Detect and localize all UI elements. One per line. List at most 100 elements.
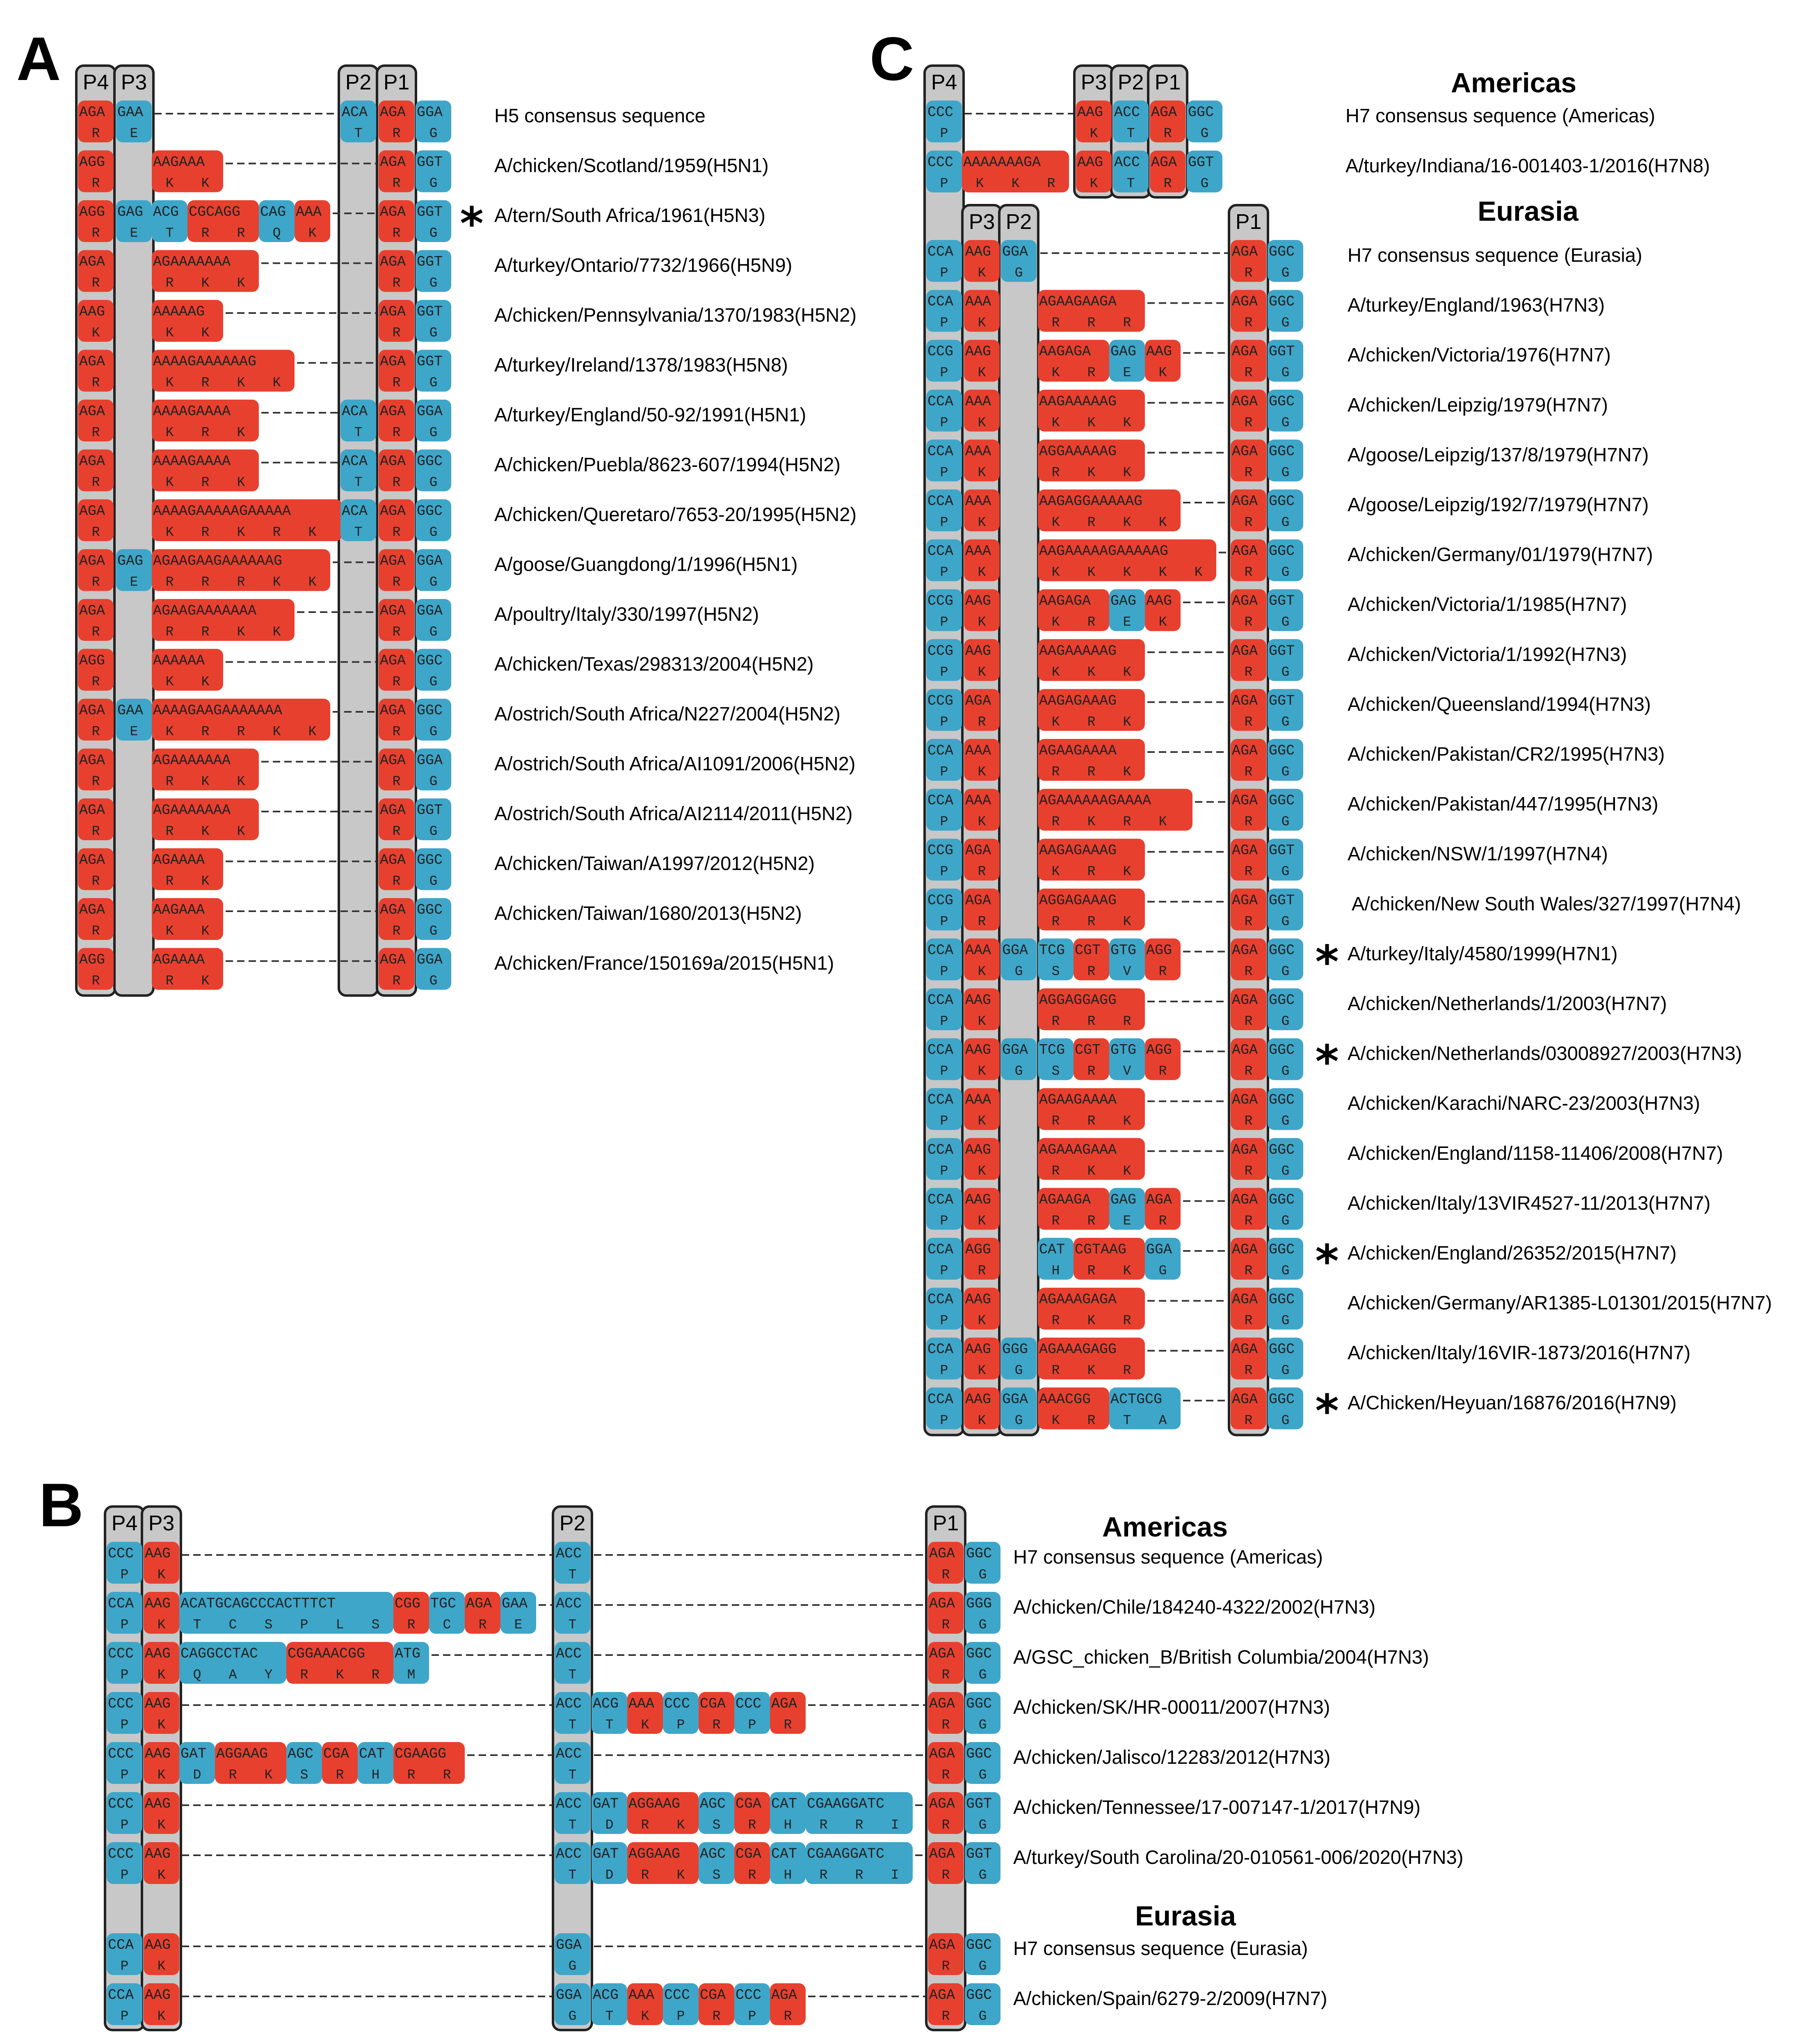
nucleotide-text: AAG bbox=[965, 343, 991, 360]
amino-acid-text: K bbox=[237, 824, 245, 839]
nucleotide-text: AAA bbox=[628, 1696, 654, 1712]
codon-block bbox=[964, 290, 1000, 332]
nucleotide-text: GGC bbox=[966, 1696, 992, 1712]
amino-acid-text: R bbox=[407, 1767, 416, 1783]
codon-block bbox=[1231, 1338, 1266, 1380]
amino-acid-text: K bbox=[978, 565, 986, 580]
codon-block bbox=[1268, 1387, 1303, 1429]
amino-acid-text: R bbox=[201, 226, 210, 241]
codon-block bbox=[965, 1742, 1001, 1784]
amino-acid-text: M bbox=[407, 1667, 416, 1683]
column-P1-label: P1 bbox=[1155, 71, 1181, 94]
nucleotide-text: ACC bbox=[556, 1796, 582, 1812]
nucleotide-text: ACG bbox=[153, 204, 179, 220]
column-P3-label: P3 bbox=[121, 71, 147, 94]
codon-block bbox=[1268, 689, 1303, 731]
codon-block bbox=[1268, 1238, 1303, 1280]
nucleotide-text: AGA bbox=[466, 1596, 492, 1612]
amino-acid-text: R bbox=[1087, 1113, 1096, 1129]
nucleotide-text: AGA bbox=[79, 503, 105, 519]
amino-acid-text: R bbox=[1164, 176, 1172, 191]
codon-block bbox=[928, 1742, 964, 1784]
amino-acid-text: K bbox=[1052, 714, 1060, 729]
codon-block bbox=[1231, 839, 1266, 881]
nucleotide-text: AGC bbox=[288, 1746, 313, 1762]
amino-acid-text: R bbox=[1245, 1313, 1253, 1328]
nucleotide-text: CCA bbox=[927, 1142, 953, 1158]
amino-acid-text: R bbox=[1245, 665, 1253, 680]
codon-block bbox=[926, 1238, 962, 1280]
amino-acid-text: K bbox=[237, 774, 245, 789]
nucleotide-text: GGT bbox=[417, 204, 443, 220]
codon-block bbox=[965, 1692, 1001, 1734]
codon-block bbox=[215, 1742, 286, 1784]
amino-acid-text: T bbox=[569, 1767, 577, 1783]
nucleotide-text: AGGAAG bbox=[628, 1846, 680, 1862]
codon-block bbox=[107, 1592, 142, 1634]
amino-acid-text: G bbox=[979, 1717, 987, 1733]
column-P3-label: P3 bbox=[969, 210, 995, 234]
codon-block bbox=[393, 1642, 429, 1684]
amino-acid-text: Y bbox=[265, 1667, 273, 1683]
codon-block bbox=[926, 340, 962, 382]
amino-acid-text: T bbox=[1123, 1413, 1131, 1428]
amino-acid-text: R bbox=[393, 724, 401, 739]
codon-block bbox=[1268, 1088, 1303, 1130]
amino-acid-text: T bbox=[354, 475, 363, 490]
codon-block bbox=[1268, 539, 1303, 581]
strain-label: A/chicken/Netherlands/1/2003(H7N7) bbox=[1348, 992, 1667, 1014]
codon-block bbox=[806, 1792, 913, 1834]
nucleotide-text: GGC bbox=[1269, 743, 1295, 759]
nucleotide-text: CCC bbox=[108, 1646, 134, 1662]
amino-acid-text: G bbox=[1201, 176, 1209, 191]
amino-acid-text: R bbox=[1245, 1213, 1253, 1228]
nucleotide-text: CCC bbox=[736, 1696, 761, 1712]
codon-block bbox=[965, 1542, 1001, 1584]
codon-block bbox=[1231, 1188, 1266, 1230]
nucleotide-text: GGC bbox=[417, 653, 443, 669]
codon-block bbox=[926, 240, 962, 282]
codon-block bbox=[379, 599, 414, 641]
strain-label: A/chicken/Germany/01/1979(H7N7) bbox=[1348, 544, 1653, 565]
amino-acid-text: T bbox=[166, 226, 174, 241]
strain-label: A/turkey/Ontario/7732/1966(H5N9) bbox=[494, 254, 792, 276]
nucleotide-text: AGA bbox=[1232, 693, 1258, 709]
strain-label: H7 consensus sequence (Eurasia) bbox=[1013, 1937, 1308, 1959]
strain-label: A/chicken/Jalisco/12283/2012(H7N3) bbox=[1013, 1746, 1330, 1768]
strain-label: A/chicken/New South Wales/327/1997(H7N4) bbox=[1352, 893, 1741, 915]
amino-acid-text: G bbox=[429, 774, 438, 789]
codon-block bbox=[1109, 589, 1145, 631]
codon-block bbox=[416, 948, 451, 990]
column-P3-label: P3 bbox=[148, 1511, 175, 1535]
nucleotide-text: AAA bbox=[965, 743, 991, 759]
codon-block bbox=[416, 499, 451, 541]
codon-block bbox=[144, 1792, 179, 1834]
nucleotide-text: GGA bbox=[1002, 1042, 1028, 1059]
codon-block bbox=[379, 150, 414, 192]
strain-label: A/GSC_chicken_B/British Columbia/2004(H7… bbox=[1013, 1646, 1429, 1668]
amino-acid-text: R bbox=[1245, 365, 1253, 380]
nucleotide-text: CCC bbox=[108, 1746, 134, 1762]
amino-acid-text: E bbox=[1123, 615, 1131, 630]
amino-acid-text: R bbox=[942, 1767, 950, 1783]
nucleotide-text: CCA bbox=[927, 294, 953, 310]
codon-block bbox=[340, 400, 376, 441]
amino-acid-text: R bbox=[393, 176, 401, 191]
nucleotide-text: AGA bbox=[380, 403, 406, 420]
nucleotide-text: AGA bbox=[380, 802, 406, 819]
codon-block bbox=[379, 300, 414, 342]
strain-label: A/chicken/Italy/16VIR-1873/2016(H7N7) bbox=[1348, 1342, 1690, 1363]
nucleotide-text: TCG bbox=[1039, 1042, 1065, 1059]
nucleotide-text: AGAAAAAAA bbox=[153, 802, 231, 819]
amino-acid-text: K bbox=[677, 1868, 685, 1883]
codon-block bbox=[928, 1692, 964, 1734]
amino-acid-text: K bbox=[1052, 1413, 1060, 1428]
amino-acid-text: G bbox=[1281, 1263, 1290, 1278]
amino-acid-text: R bbox=[92, 525, 100, 540]
codon-block bbox=[152, 699, 330, 741]
nucleotide-text: AGA bbox=[1151, 154, 1177, 171]
amino-acid-text: K bbox=[978, 1363, 986, 1378]
amino-acid-text: K bbox=[1123, 864, 1131, 879]
